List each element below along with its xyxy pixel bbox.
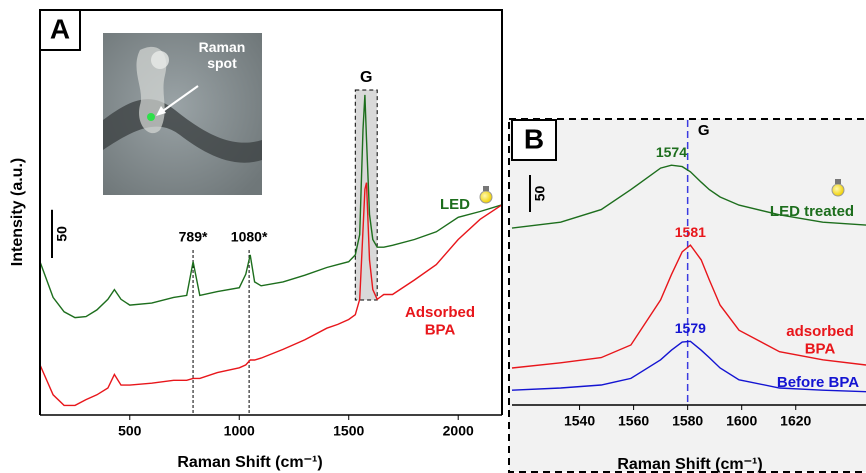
scale-bar-label: 50 [532,185,548,201]
panel-label-box [511,119,557,161]
annotation-label: 1080* [231,229,268,245]
spectrum-line [511,244,866,369]
annotation-label: 789* [179,229,208,245]
spectrum-line [39,94,503,319]
guide-label: G [698,122,710,139]
x-tick-label: 1540 [564,413,595,429]
panel-label: A [50,13,70,44]
highlight-label: G [360,69,372,86]
series-label: LED treated [770,203,854,220]
spectrum-line [511,340,866,393]
series-label: Before BPA [777,374,859,391]
axis-frame [39,9,503,415]
x-axis-label: Raman Shift (cm⁻¹) [177,454,322,471]
x-tick-label: 1580 [672,413,703,429]
x-tick-label: 1000 [224,423,255,439]
x-axis-label: Raman Shift (cm⁻¹) [617,456,762,473]
inset-photo [103,33,262,195]
series-label: Adsorbed BPA [405,304,475,338]
highlight-box [354,89,378,301]
panel-label: B [524,123,544,154]
x-tick-label: 1500 [333,423,364,439]
y-axis-label: Intensity (a.u.) [9,158,26,266]
inset-label: Raman spot [199,39,246,71]
peak-label: 1579 [675,320,706,336]
scale-bar-label: 50 [54,226,70,242]
x-tick-label: 1620 [780,413,811,429]
peak-label: 1581 [675,224,706,240]
spectrum-line [39,182,503,407]
series-label: adsorbed BPA [786,323,854,357]
bulb-icon [479,186,493,204]
bulb-icon [831,179,845,197]
series-label: LED [440,196,470,213]
spectrum-line [511,164,866,229]
x-tick-label: 1560 [618,413,649,429]
panel-label-box [39,9,81,51]
x-tick-label: 1600 [726,413,757,429]
x-tick-label: 2000 [443,423,474,439]
peak-label: 1574 [656,144,687,160]
x-tick-label: 500 [118,423,142,439]
